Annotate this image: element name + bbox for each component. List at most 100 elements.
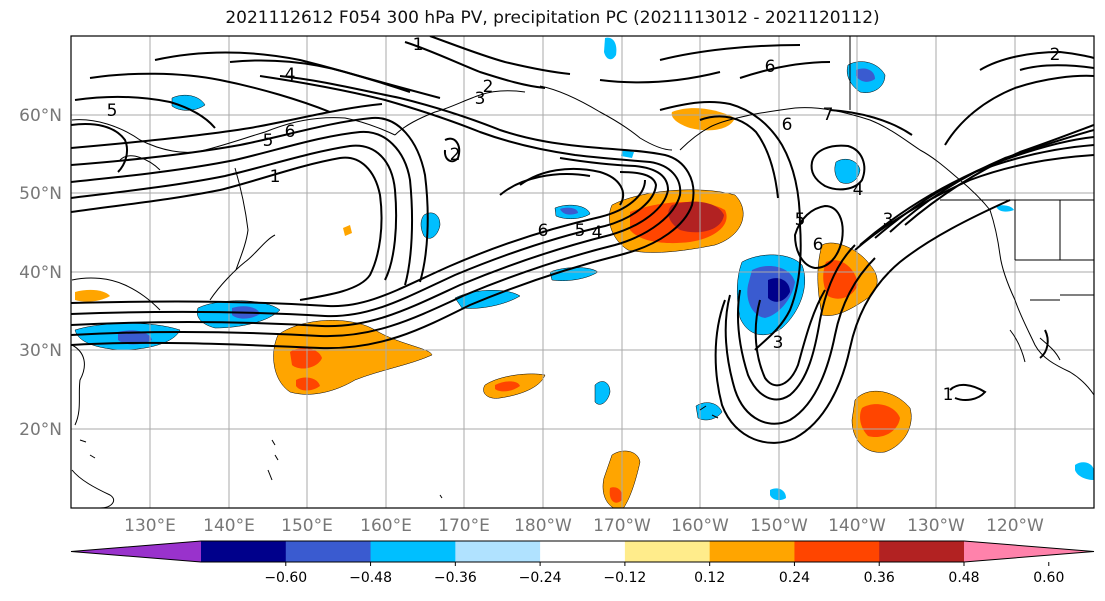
lon-label: 170°E [438,516,490,536]
shade-patch [420,212,441,239]
colorbar-tick-label: 0.48 [948,570,979,586]
contour-line [1039,329,1049,359]
contour-line [659,44,801,61]
contour-line [599,71,721,84]
shade-patch [560,207,578,215]
shade-patch [1075,462,1094,480]
map-title: 2021112612 F054 300 hPa PV, precipitatio… [225,8,880,28]
contour-label: 6 [285,122,296,142]
lat-label: 30°N [19,341,62,361]
contour-line [979,50,1094,71]
contour-line [71,123,128,173]
colorbar-tick-label: 0.36 [864,570,895,586]
colorbar-tick-label: 0.60 [1033,570,1064,586]
lon-axis: 130°E 140°E 150°E 160°E 170°E 180°W 170°… [124,516,1044,536]
lat-axis: 60°N 50°N 40°N 30°N 20°N [19,106,62,440]
colorbar-extend-high [964,541,1094,562]
contour-label: 4 [853,180,864,200]
contour-line [949,384,987,401]
colorbar-outline [70,540,1095,563]
negative-shading [74,37,1094,501]
contour-line [71,130,414,286]
contour-line [904,124,1094,226]
shade-patch [75,289,110,302]
contour-line [71,156,383,301]
contour-label: 4 [592,223,603,243]
lon-label: 130°E [124,516,176,536]
colorbar-segment [455,541,541,562]
lat-label: 50°N [19,184,62,204]
contour-label: 6 [813,235,824,255]
contour-label: 6 [538,221,549,241]
contour-label: 3 [475,89,486,109]
contour-label: 6 [782,115,793,135]
colorbar-segment [709,541,795,562]
colorbar-segment [794,541,880,562]
gridlines [71,36,1094,508]
lat-label: 40°N [19,263,62,283]
contour-line [829,109,913,136]
colorbar-segment [879,541,965,562]
contour-line [754,289,826,387]
shade-patch [621,150,634,158]
shade-patch [594,381,611,405]
shade-patch [695,402,723,421]
colorbar-tick-label: 0.24 [779,570,810,586]
shade-patch [290,347,322,369]
contour-label: 5 [575,221,586,241]
lat-label: 60°N [19,106,62,126]
contour-label: 5 [795,210,806,230]
contour-label: 7 [823,105,834,125]
colorbar-tick-label: −0.36 [434,570,477,586]
colorbar-segment [285,541,372,562]
contour-line [944,74,1094,146]
contour-line [519,167,625,206]
contour-line [71,157,670,328]
lon-label: 140°W [828,516,886,536]
shade-patch [668,201,724,233]
contour-label: 2 [450,145,461,165]
lon-label: 160°E [360,516,412,536]
contour-label: 5 [263,131,274,151]
lon-label: 140°E [203,516,255,536]
colorbar-segment [624,541,711,562]
shade-patch [996,205,1014,212]
contour-label: 1 [270,167,281,187]
contour-label: 2 [1050,45,1061,65]
contour-line [71,103,383,149]
colorbar-segment [201,541,287,562]
contour-label: 3 [773,333,784,353]
contour-line [71,171,658,318]
lon-label: 180°W [514,516,572,536]
colorbar-tick-label: −0.12 [603,570,646,586]
contour-line [404,41,546,89]
lat-label: 20°N [19,420,62,440]
lon-label: 120°W [986,516,1044,536]
contour-line [429,36,571,75]
contour-line [74,95,216,129]
colorbar-tick-label: −0.48 [349,570,392,586]
shade-patch [823,260,858,299]
shade-patch [118,330,152,345]
lon-label: 130°W [907,516,965,536]
shade-patch [495,381,520,392]
contour-line [71,75,695,350]
contour-label: 1 [943,385,954,405]
shade-patch [609,487,623,503]
contour-line [229,59,441,99]
contour-label: 5 [107,101,118,121]
colorbar-segment [540,541,626,562]
colorbar: −0.60 −0.48 −0.36 −0.24 −0.12 0.12 0.24 0.36 0.4… [70,540,1095,586]
shade-patch [770,488,786,501]
shade-patch [856,68,875,82]
lon-label: 170°W [593,516,651,536]
pv-contours [71,36,1094,444]
map-frame [70,35,1095,509]
contour-line [699,115,779,199]
contour-label: 1 [413,35,424,55]
contour-line [659,101,802,351]
shade-patch [343,225,352,236]
shade-patch [834,159,861,184]
contour-labels: 5 4 6 5 1 2 3 2 1 6 5 4 6 6 7 4 5 6 3 3 … [107,35,1061,405]
